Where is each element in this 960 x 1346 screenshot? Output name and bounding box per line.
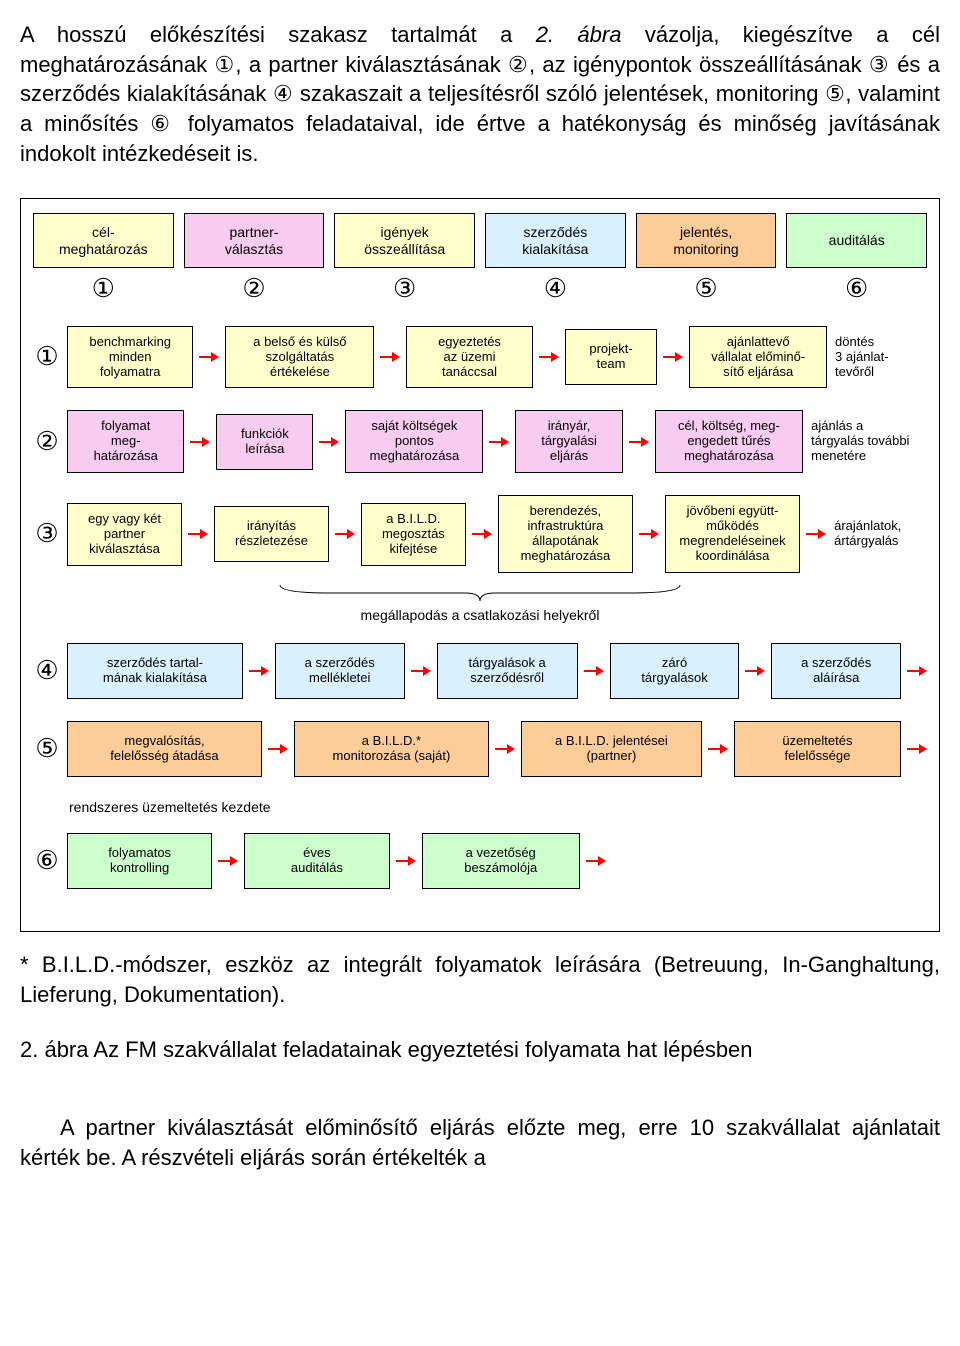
- flow-row: ④szerződés tartal-mának kialakítása a sze…: [33, 643, 927, 699]
- header-box: auditálás: [786, 213, 927, 267]
- arrow-icon: [249, 664, 269, 678]
- arrow-icon: [629, 435, 649, 449]
- flow-box: zárótárgyalások: [610, 643, 740, 699]
- flow-box: a szerződésmellékletei: [275, 643, 405, 699]
- arrow-icon: [380, 350, 400, 364]
- flow-box: tárgyalások aszerződésről: [437, 643, 578, 699]
- flow-row: ⑥folyamatoskontrolling évesauditálás a vez…: [33, 833, 927, 889]
- flow-box: megvalósítás,felelősség átadása: [67, 721, 262, 777]
- header-box: cél-meghatározás: [33, 213, 174, 267]
- page: A hosszú előkészítési szakasz tartalmát …: [0, 0, 960, 1211]
- flow-box: benchmarkingmindenfolyamatra: [67, 326, 193, 389]
- flow-box: a B.I.L.D.megosztáskifejtése: [361, 503, 466, 566]
- flow-box: a B.I.L.D. jelentései(partner): [521, 721, 702, 777]
- arrow-icon: [663, 350, 683, 364]
- arrow-icon: [584, 664, 604, 678]
- flow-row: ⑤megvalósítás,felelősség átadása a B.I.L.…: [33, 721, 927, 777]
- flow-text: ajánlás atárgyalás továbbimenetére: [809, 415, 927, 468]
- row-number: ②: [33, 427, 61, 457]
- arrow-icon: [806, 527, 826, 541]
- arrow-icon: [396, 854, 416, 868]
- header-box: jelentés,monitoring: [636, 213, 777, 267]
- header-box: igényekösszeállítása: [334, 213, 475, 267]
- flow-box: berendezés,infrastruktúraállapotánakmegh…: [498, 495, 633, 573]
- flow-box: a belső és külsőszolgáltatásértékelése: [225, 326, 374, 389]
- figure-caption: 2. ábra Az FM szakvállalat feladatainak …: [20, 1037, 940, 1063]
- flow-box: folyamatmeg-határozása: [67, 410, 184, 473]
- arrow-icon: [489, 435, 509, 449]
- row-number: ⑥: [33, 846, 61, 876]
- flow-box: egy vagy kétpartnerkiválasztása: [67, 503, 182, 566]
- arrow-icon: [586, 854, 606, 868]
- arrow-icon: [495, 742, 515, 756]
- flow-box: projekt-team: [565, 329, 658, 385]
- header-numbers: ①②③④⑤⑥: [33, 274, 927, 304]
- flow-text: döntés3 ajánlat-tevőről: [833, 331, 927, 384]
- arrow-icon: [268, 742, 288, 756]
- footnote: * B.I.L.D.-módszer, eszköz az integrált …: [20, 950, 940, 1009]
- flow-box: folyamatoskontrolling: [67, 833, 212, 889]
- flow-row: ①benchmarkingmindenfolyamatra a belső és …: [33, 326, 927, 389]
- header-row: cél-meghatározáspartner-választásigények…: [33, 213, 927, 267]
- bottom-paragraph: A partner kiválasztását előminősítő eljá…: [20, 1113, 940, 1172]
- diagram-frame: cél-meghatározáspartner-választásigények…: [20, 198, 940, 932]
- flow-rows: ①benchmarkingmindenfolyamatra a belső és …: [33, 326, 927, 889]
- flow-box: irányár,tárgyalásieljárás: [515, 410, 622, 473]
- arrow-icon: [639, 527, 659, 541]
- flow-box: cél, költség, meg-engedett tűrésmeghatár…: [655, 410, 804, 473]
- flow-text: árajánlatok,ártárgyalás: [832, 515, 927, 553]
- flow-box: a B.I.L.D.*monitorozása (saját): [294, 721, 489, 777]
- brace: megállapodás a csatlakozási helyekről: [33, 583, 927, 625]
- arrow-icon: [199, 350, 219, 364]
- arrow-icon: [319, 435, 339, 449]
- intro-paragraph: A hosszú előkészítési szakasz tartalmát …: [20, 20, 940, 168]
- flow-row: ②folyamatmeg-határozása funkciókleírása sa…: [33, 410, 927, 473]
- header-number: ①: [33, 274, 174, 304]
- arrow-icon: [745, 664, 765, 678]
- arrow-icon: [335, 527, 355, 541]
- flow-box: évesauditálás: [244, 833, 389, 889]
- flow-box: a vezetőségbeszámolója: [422, 833, 580, 889]
- arrow-icon: [190, 435, 210, 449]
- arrow-icon: [472, 527, 492, 541]
- arrow-icon: [411, 664, 431, 678]
- header-number: ⑤: [636, 274, 777, 304]
- arrow-icon: [708, 742, 728, 756]
- header-number: ⑥: [786, 274, 927, 304]
- header-number: ③: [334, 274, 475, 304]
- header-box: partner-választás: [184, 213, 325, 267]
- header-number: ④: [485, 274, 626, 304]
- row-number: ③: [33, 519, 61, 549]
- row-number: ①: [33, 342, 61, 372]
- flow-box: a szerződésaláírása: [771, 643, 901, 699]
- flow-box: jövőbeni együtt-működésmegrendeléseinekk…: [665, 495, 800, 573]
- arrow-icon: [218, 854, 238, 868]
- row-number: ⑤: [33, 734, 61, 764]
- row-number: ④: [33, 656, 61, 686]
- flow-box: saját költségekpontosmeghatározása: [345, 410, 483, 473]
- row-note: rendszeres üzemeltetés kezdete: [69, 799, 927, 815]
- header-number: ②: [184, 274, 325, 304]
- header-box: szerződéskialakítása: [485, 213, 626, 267]
- flow-box: szerződés tartal-mának kialakítása: [67, 643, 243, 699]
- arrow-icon: [539, 350, 559, 364]
- flow-box: funkciókleírása: [216, 414, 313, 470]
- arrow-icon: [188, 527, 208, 541]
- flow-box: üzemeltetésfelelőssége: [734, 721, 901, 777]
- arrow-icon: [907, 742, 927, 756]
- brace-label: megállapodás a csatlakozási helyekről: [361, 607, 600, 623]
- arrow-icon: [907, 664, 927, 678]
- flow-row: ③egy vagy kétpartnerkiválasztása irányítá…: [33, 495, 927, 573]
- flow-box: egyeztetésaz üzemitanáccsal: [406, 326, 532, 389]
- flow-box: irányításrészletezése: [214, 506, 329, 562]
- flow-box: ajánlattevővállalat előminő-sítő eljárás…: [689, 326, 827, 389]
